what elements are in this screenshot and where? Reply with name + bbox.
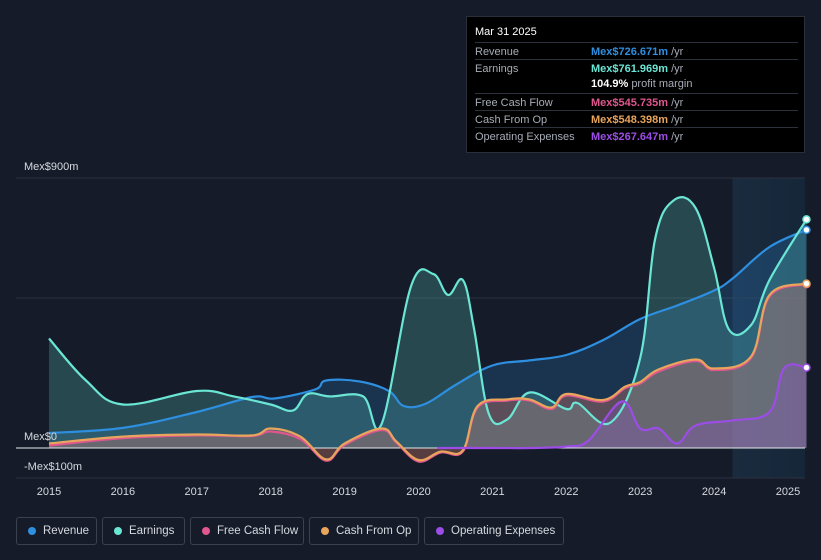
- tooltip-row-free-cash-flow: Free Cash Flow Mex$545.735m/yr: [475, 93, 798, 111]
- tooltip-profit-margin: 104.9% profit margin: [591, 78, 693, 90]
- tooltip-value: Mex$267.647m/yr: [591, 131, 684, 143]
- legend-item-operating-expenses[interactable]: Operating Expenses: [424, 517, 564, 545]
- line-operating-expenses: [437, 363, 807, 450]
- tooltip-row-earnings: Earnings Mex$761.969m/yr: [475, 59, 798, 77]
- y-label-zero: Mex$0: [24, 431, 57, 443]
- x-tick-label: 2018: [258, 486, 282, 498]
- tooltip-row-cash-from-op: Cash From Op Mex$548.398m/yr: [475, 110, 798, 128]
- legend-item-earnings[interactable]: Earnings: [102, 517, 185, 545]
- line-revenue: [48, 228, 807, 435]
- y-label-bottom: -Mex$100m: [24, 461, 82, 473]
- tooltip-label: Operating Expenses: [475, 131, 575, 143]
- legend-label: Operating Expenses: [451, 525, 556, 537]
- x-tick-label: 2023: [628, 486, 652, 498]
- legend-label: Earnings: [129, 525, 175, 537]
- legend-label: Revenue: [43, 525, 90, 537]
- line-cash-from-op: [48, 282, 807, 462]
- x-tick-label: 2017: [185, 486, 209, 498]
- x-tick-label: 2021: [480, 486, 504, 498]
- legend-dot-icon: [202, 527, 210, 535]
- y-label-top: Mex$900m: [24, 161, 78, 173]
- legend-dot-icon: [114, 527, 122, 535]
- tooltip-value: Mex$548.398m/yr: [591, 114, 684, 126]
- tooltip-value: Mex$761.969m/yr: [591, 63, 684, 75]
- legend-label: Free Cash Flow: [217, 525, 299, 537]
- x-tick-label: 2019: [332, 486, 356, 498]
- tooltip-date: Mar 31 2025: [475, 26, 537, 38]
- forecast-region: [732, 178, 805, 478]
- legend-item-free-cash-flow[interactable]: Free Cash Flow: [190, 517, 304, 545]
- x-tick-label: 2020: [406, 486, 430, 498]
- tooltip-row-operating-expenses: Operating Expenses Mex$267.647m/yr: [475, 127, 798, 145]
- x-tick-label: 2025: [776, 486, 800, 498]
- x-tick-label: 2015: [37, 486, 61, 498]
- tooltip-panel: Mar 31 2025 Revenue Mex$726.671m/yr Earn…: [466, 16, 805, 153]
- end-marker-earnings: [802, 215, 811, 224]
- x-tick-label: 2022: [554, 486, 578, 498]
- area-operating-expenses: [437, 364, 807, 449]
- tooltip-value: Mex$545.735m/yr: [591, 97, 684, 109]
- tooltip-label: Free Cash Flow: [475, 97, 553, 109]
- tooltip-label: Cash From Op: [475, 114, 548, 126]
- x-tick-label: 2016: [111, 486, 135, 498]
- end-marker-cash-from-op: [802, 279, 811, 288]
- tooltip-value: Mex$726.671m/yr: [591, 46, 684, 58]
- tooltip-label: Earnings: [475, 63, 519, 75]
- legend-label: Cash From Op: [336, 525, 412, 537]
- x-tick-label: 2024: [702, 486, 726, 498]
- legend-item-revenue[interactable]: Revenue: [16, 517, 97, 545]
- area-earnings: [49, 197, 807, 448]
- legend-dot-icon: [28, 527, 36, 535]
- end-marker-revenue: [802, 225, 811, 235]
- tooltip-label: Revenue: [475, 46, 520, 58]
- line-earnings: [48, 196, 808, 431]
- tooltip-row-revenue: Revenue Mex$726.671m/yr: [475, 42, 798, 60]
- legend-dot-icon: [436, 527, 444, 535]
- end-marker-operating-expenses: [802, 363, 811, 372]
- legend-dot-icon: [321, 527, 329, 535]
- legend-item-cash-from-op[interactable]: Cash From Op: [309, 517, 419, 545]
